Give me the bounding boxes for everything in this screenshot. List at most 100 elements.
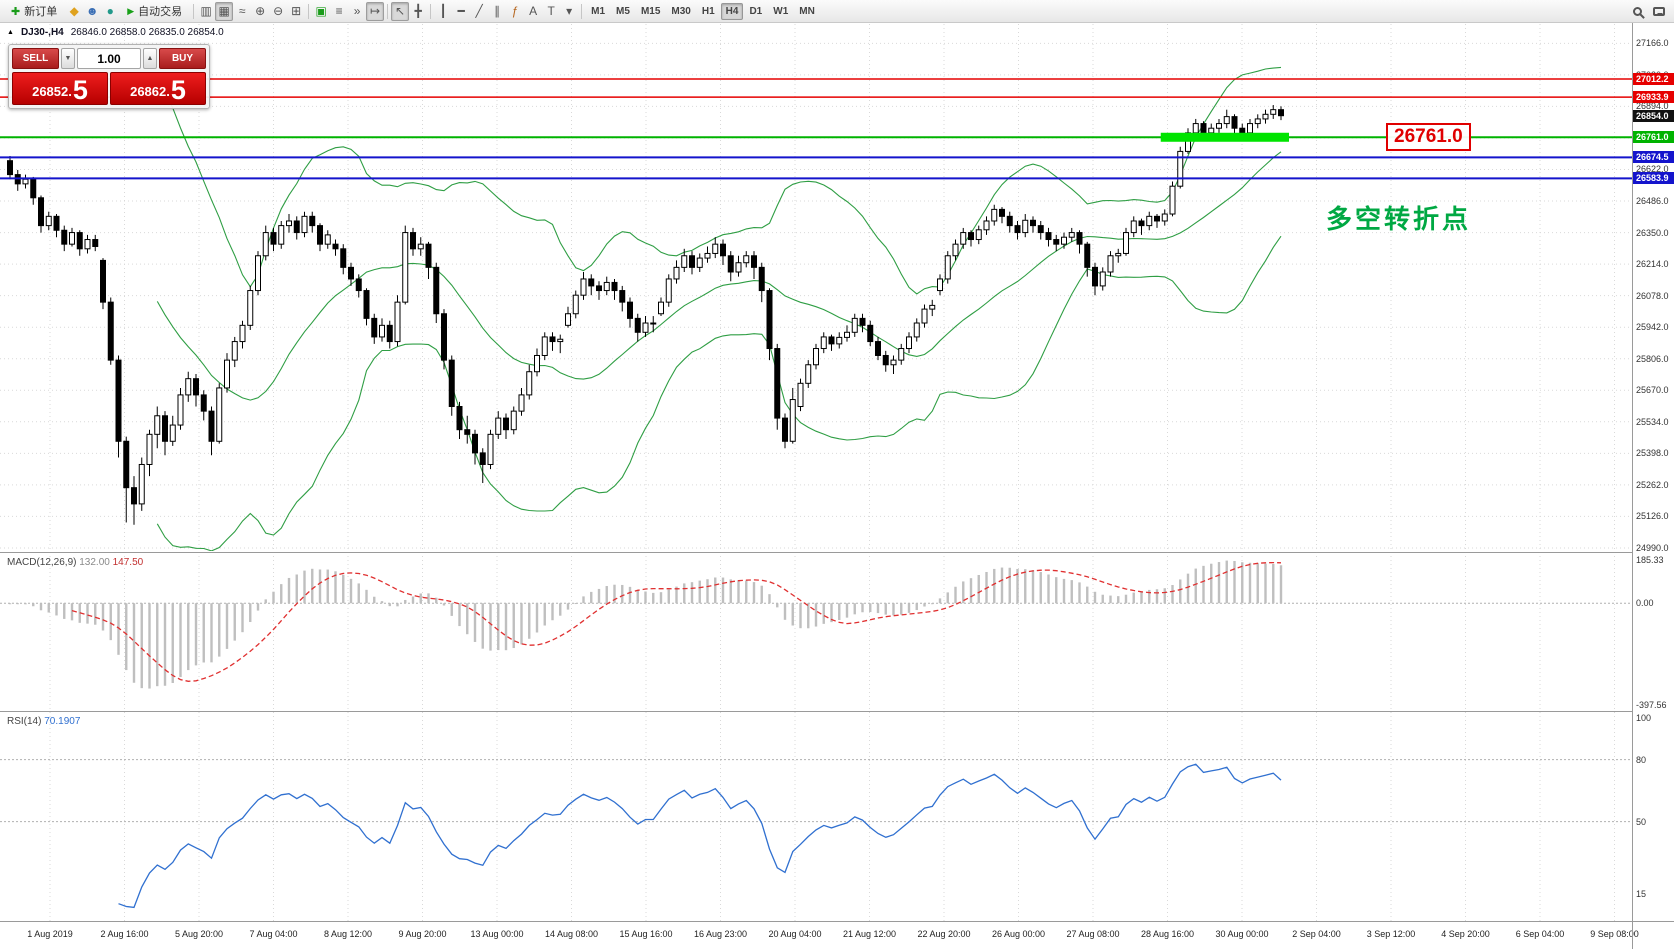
horizontal-line-icon[interactable]: ━ (457, 4, 465, 18)
metaquotes-icon[interactable]: ◆ (69, 4, 79, 18)
sell-button[interactable]: SELL (12, 48, 59, 69)
pane-separator-rsi[interactable] (0, 711, 1632, 712)
buy-button[interactable]: BUY (159, 48, 206, 69)
auto-trading-button[interactable]: ▶ 自动交易 (120, 2, 189, 21)
vertical-line-icon[interactable]: ┃ (439, 4, 447, 18)
zoom-out-icon[interactable]: ⊖ (273, 4, 284, 18)
crosshair-icon[interactable]: ╋ (414, 4, 422, 18)
price-scale-label: 25126.0 (1636, 511, 1669, 522)
price-level-badge[interactable]: 26583.9 (1633, 172, 1674, 185)
time-axis-label: 9 Sep 08:00 (1590, 929, 1639, 939)
fibonacci-icon[interactable]: ƒ (511, 4, 519, 18)
zoom-in-icon[interactable]: ⊕ (255, 4, 266, 18)
trendline-icon[interactable]: ╱ (475, 4, 483, 18)
rsi-scale-label: 100 (1636, 713, 1652, 724)
toolbar-separator (430, 3, 432, 19)
toolbar-separator (193, 3, 195, 19)
time-axis-label: 5 Aug 20:00 (174, 929, 224, 939)
timeframe-w1[interactable]: W1 (773, 5, 789, 17)
candlesticks (7, 105, 1284, 525)
turning-point-annotation[interactable]: 多空转折点 (1326, 204, 1472, 235)
symbol-ohlc-values: 26846.0 26858.0 26835.0 26854.0 (70, 27, 224, 38)
symbol-marker-icon: ▲ (7, 29, 14, 36)
tile-windows-icon[interactable]: ⊞ (291, 4, 302, 18)
buy-price-main: 26862. (130, 84, 170, 99)
timeframe-m15[interactable]: M15 (640, 5, 661, 17)
price-scale-label: 24990.0 (1636, 542, 1669, 553)
bollinger-middle-band[interactable] (156, 151, 1282, 401)
rsi-line (118, 763, 1282, 909)
bollinger-lower-band[interactable] (156, 235, 1282, 551)
timeframe-h4[interactable]: H4 (720, 2, 744, 20)
symbol-header: ▲ DJ30-,H4 26846.0 26858.0 26835.0 26854… (7, 27, 224, 38)
new-order-icon: ✚ (11, 5, 21, 18)
chart-list-icon[interactable]: ≡ (335, 4, 343, 18)
time-axis-label: 30 Aug 00:00 (1215, 929, 1269, 939)
price-level-badge[interactable]: 26933.9 (1633, 91, 1674, 104)
timeframe-m1[interactable]: M1 (591, 5, 606, 17)
volume-up-button[interactable]: ▲ (143, 48, 157, 69)
macd-scale-zero: 0.00 (1636, 598, 1654, 609)
bollinger-upper-band[interactable] (156, 66, 1282, 295)
price-scale-label: 25942.0 (1636, 322, 1669, 333)
time-axis-label: 4 Sep 20:00 (1441, 929, 1490, 939)
new-chart-icon[interactable]: ▣ (315, 4, 327, 18)
volume-input[interactable] (77, 48, 141, 69)
bars-chart-icon[interactable]: ▥ (200, 4, 212, 18)
volume-down-button[interactable]: ▼ (61, 48, 75, 69)
timeframe-m30[interactable]: M30 (671, 5, 691, 17)
price-scale-label: 26894.0 (1636, 101, 1669, 112)
auto-scroll-icon[interactable]: » (353, 4, 361, 18)
price-level-badge[interactable]: 26761.0 (1633, 131, 1674, 144)
price-level-badge[interactable]: 27012.2 (1633, 73, 1674, 85)
main-toolbar: ✚ 新订单 ◆ ☻ ● ▶ 自动交易 ▥ ▦ ≈ ⊕ ⊖ ⊞ ▣ ≡ » ↦ ↖ ╋ ┃ ━ ╱ ∥ ƒ A T ▾ M1… (0, 0, 1674, 23)
price-label-box[interactable]: 26761.0 (1386, 123, 1471, 152)
search-icon[interactable] (1628, 2, 1646, 21)
time-axis-label: 28 Aug 16:00 (1140, 929, 1195, 939)
toolbar-right-group (1628, 2, 1670, 21)
timeframe-h1[interactable]: H1 (701, 5, 715, 17)
shapes-icon[interactable]: ▾ (566, 4, 573, 18)
timeframe-m5[interactable]: M5 (616, 5, 630, 17)
timeframe-d1[interactable]: D1 (749, 5, 763, 17)
sell-price-button[interactable]: 26852. 5 (12, 72, 108, 105)
time-axis-label: 9 Aug 20:00 (398, 929, 447, 939)
time-axis-label: 22 Aug 20:00 (917, 929, 971, 939)
macd-signal-line (71, 561, 1282, 682)
time-axis-label: 26 Aug 00:00 (991, 929, 1046, 939)
time-axis-label: 8 Aug 12:00 (323, 929, 373, 939)
rsi-value: 70.1907 (44, 716, 81, 727)
time-axis-border (0, 921, 1674, 922)
macd-pane (0, 560, 1632, 689)
new-order-button[interactable]: ✚ 新订单 (4, 2, 64, 21)
time-axis-label: 21 Aug 12:00 (842, 929, 897, 939)
time-axis-label: 20 Aug 04:00 (768, 929, 822, 939)
toolbar-separator (387, 3, 389, 19)
candlestick-chart-icon[interactable]: ▦ (215, 1, 234, 21)
new-order-label: 新订单 (24, 6, 58, 18)
cursor-icon[interactable]: ↖ (391, 1, 410, 21)
time-axis-label: 3 Sep 12:00 (1366, 929, 1416, 939)
time-axis-label: 6 Sep 04:00 (1515, 929, 1565, 939)
price-scale-label: 25670.0 (1636, 385, 1669, 396)
sell-price-main: 26852. (32, 84, 72, 99)
chat-icon[interactable] (1650, 2, 1668, 21)
support-highlight[interactable] (1160, 132, 1289, 142)
channel-icon[interactable]: ∥ (494, 4, 501, 18)
time-axis-label: 15 Aug 16:00 (619, 929, 673, 939)
label-icon[interactable]: T (547, 4, 555, 18)
timeframe-mn[interactable]: MN (799, 5, 815, 17)
community-icon[interactable]: ● (106, 4, 114, 18)
price-scale-border (1632, 23, 1633, 949)
price-level-badge[interactable]: 26674.5 (1633, 151, 1674, 164)
price-scale-label: 26078.0 (1636, 290, 1669, 301)
chart-shift-icon[interactable]: ↦ (366, 1, 385, 21)
buy-price-button[interactable]: 26862. 5 (110, 72, 206, 105)
profile-icon[interactable]: ☻ (85, 4, 99, 18)
pane-separator-macd[interactable] (0, 552, 1632, 553)
line-chart-icon[interactable]: ≈ (238, 4, 246, 18)
text-icon[interactable]: A (529, 4, 538, 18)
symbol-title: DJ30-,H4 (20, 27, 64, 38)
